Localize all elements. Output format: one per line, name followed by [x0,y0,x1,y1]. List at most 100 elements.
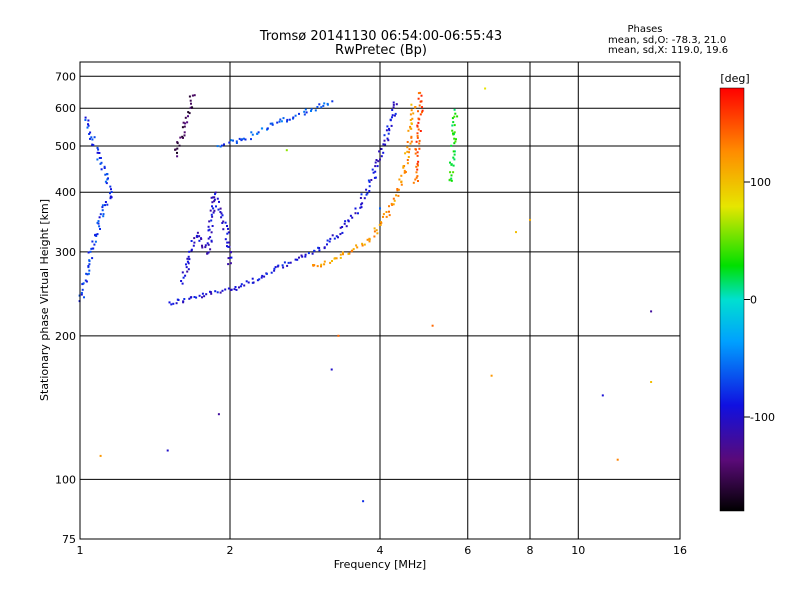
trace-point [392,197,395,200]
y-tick-label: 75 [62,533,76,546]
trace-point [363,243,366,246]
trace-point [387,139,390,142]
trace-point [374,170,377,173]
trace-point [380,155,383,158]
trace-point [392,106,395,109]
trace-point [226,225,228,227]
trace-point [87,272,90,275]
trace-point [227,263,230,266]
trace-point [181,271,184,274]
trace-point [238,286,240,289]
colorbar [719,87,745,512]
trace-point [88,263,91,266]
trace-point [257,131,260,134]
trace-point [273,267,276,270]
trace-point [96,233,99,236]
trace-point [271,123,274,126]
trace-point [356,246,359,249]
trace-point [189,106,192,109]
trace-point [333,237,336,240]
trace-point [85,272,88,275]
trace-point [388,205,390,208]
trace-point [385,129,388,132]
trace-point [229,262,232,265]
trace-point [415,140,418,143]
trace-point [320,263,323,266]
plot-frame [79,61,681,540]
trace-point [91,257,94,260]
trace-point [410,135,413,138]
trace-point [421,106,423,109]
trace-point [323,246,326,249]
trace-point [420,94,423,97]
trace-point [419,113,422,116]
trace-point [406,141,409,143]
trace-point [210,213,213,216]
trace-point [372,171,375,174]
trace-point [213,209,216,212]
trace-point [374,176,377,179]
trace-point [376,165,379,168]
trace-point [452,156,455,159]
trace-point [230,256,233,259]
trace-point [303,110,306,113]
trace-point [90,247,93,250]
trace-point [456,115,459,118]
trace-point [310,108,313,111]
trace-point [103,167,106,169]
trace-point [91,143,94,146]
trace-point [349,214,352,217]
trace-point [90,136,93,139]
trace-point [361,202,364,205]
trace-point [328,240,331,243]
trace-point [367,179,370,182]
trace-point [277,264,280,267]
colorbar-tick-label: 0 [750,294,757,307]
trace-point [337,236,339,239]
x-tick-label: 10 [571,544,585,557]
trace-point [385,215,388,218]
trace-point [368,238,371,241]
trace-point [410,140,413,143]
colorbar-tick-label: 100 [750,176,771,189]
trace-point [360,193,363,196]
scatter-point [490,374,493,377]
trace-point [104,201,107,203]
trace-point [416,154,419,157]
trace-point [210,219,213,222]
trace-point [359,197,362,199]
trace-point [96,146,99,149]
trace-point [211,225,214,227]
trace-point [368,240,371,243]
trace-point [452,164,455,167]
trace-point [182,121,185,124]
trace-point [286,118,289,121]
trace-point [212,196,214,199]
trace-point [91,138,94,141]
trace-point [201,296,203,299]
trace-point [411,117,414,120]
trace-point [450,174,453,177]
trace-point [168,301,171,304]
trace-point [373,230,376,233]
trace-point [360,203,363,206]
y-tick-label: 700 [55,70,76,83]
trace-point [366,238,369,241]
trace-point [339,256,342,259]
trace-point [227,287,230,290]
trace-point [233,288,236,291]
trace-point [250,138,252,141]
trace-point [409,113,412,116]
trace-point [404,171,407,173]
trace-point [279,118,282,121]
trace-point [219,291,222,294]
trace-point [84,279,87,282]
chart-subtitle: RwPretec (Bp) [335,43,427,58]
trace-point [375,229,378,232]
grid-lines [80,62,680,539]
trace-point [242,137,245,140]
trace-point [416,125,419,128]
trace-point [331,234,334,237]
trace-point [97,148,100,151]
